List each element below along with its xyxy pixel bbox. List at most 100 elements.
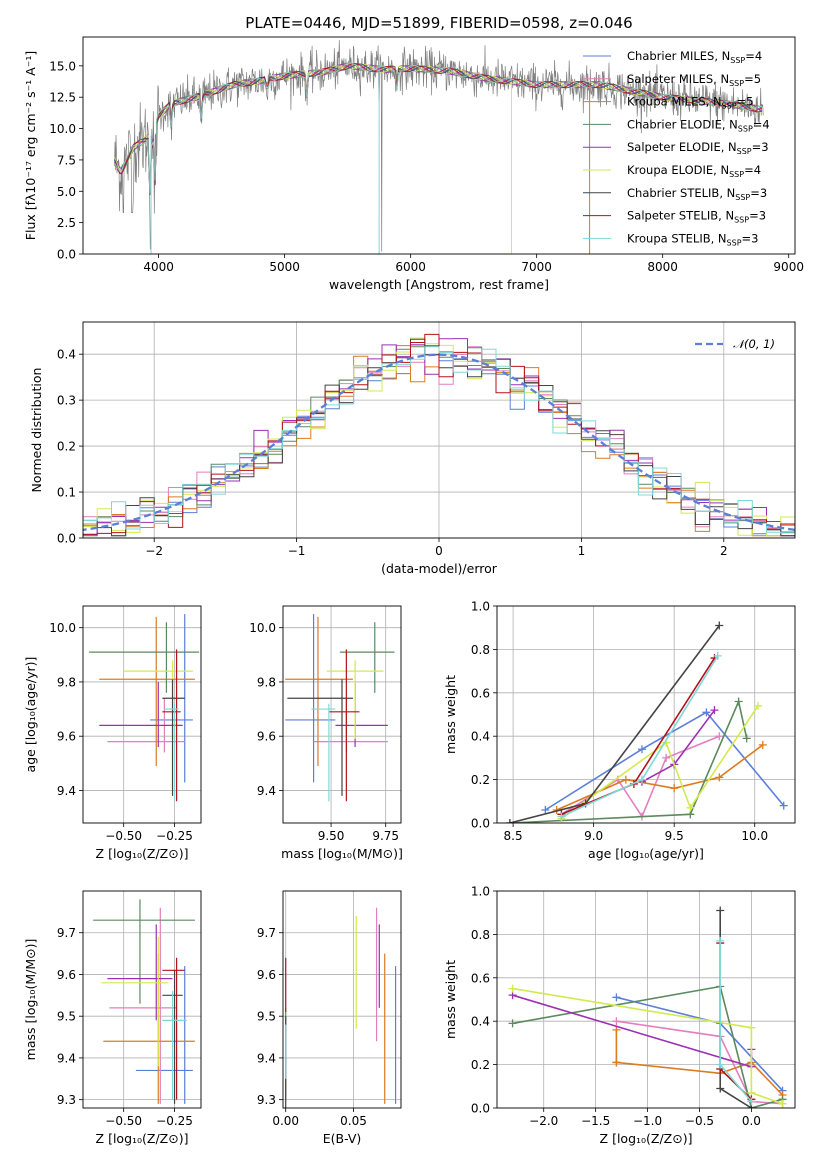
data-point-4 <box>99 681 183 748</box>
axes-frame <box>82 36 796 255</box>
y-tick-label: 0.0 <box>471 1102 490 1116</box>
weight-marker <box>621 775 630 784</box>
legend-label: Salpeter MILES, NSSP=5 <box>627 72 761 88</box>
y-tick-label: 5.0 <box>57 185 76 199</box>
y-tick-label: 12.5 <box>49 91 76 105</box>
y-tick-label: 9.4 <box>257 1051 276 1065</box>
weight-marker <box>637 775 646 784</box>
data-point-7 <box>162 957 185 1100</box>
data-point-2 <box>99 616 195 767</box>
y-tick-label: 0.0 <box>57 532 76 546</box>
x-tick-label: 8000 <box>647 260 678 274</box>
weight-marker <box>716 936 725 945</box>
y-axis-label: mass weight <box>443 960 458 1039</box>
legend-label: Salpeter ELODIE, NSSP=3 <box>627 140 769 156</box>
weight-marker <box>716 906 725 915</box>
weight-marker <box>505 819 514 823</box>
y-axis-label: Flux [fλ10⁻¹⁷ erg cm⁻² s⁻¹ A⁻¹] <box>23 51 38 240</box>
x-axis-label: wavelength [Angstrom, rest frame] <box>329 277 549 292</box>
figure-panels: 4000 5000 6000 7000 8000 90000.02.55.07.510.0… <box>23 14 804 1146</box>
y-axis-label: age [log₁₀(age/yr)] <box>23 657 38 773</box>
x-tick-label: 2 <box>720 544 728 558</box>
x-tick-label: 0 <box>435 544 443 558</box>
y-tick-label: 10.0 <box>249 621 276 635</box>
plot-area <box>283 606 401 823</box>
y-tick-label: 0.6 <box>471 971 490 985</box>
x-axis-label: age [log₁₀(age/yr)] <box>588 846 704 861</box>
weight-marker <box>541 805 550 814</box>
panel-age_vs_Z: −0.50 −0.25 9.4 9.6 9.8 10.0 Z [log₁₀(Z/Z⊙)] ag… <box>23 605 202 861</box>
y-tick-label: 0.2 <box>57 440 76 454</box>
x-tick-label: 0.00 <box>272 1114 299 1128</box>
panel-weight_vs_age: 8.5 9.0 9.5 10.0 0.0 0.2 0.4 0.6 0.8 1.0 age [log₁… <box>443 600 796 861</box>
data-point-7 <box>162 649 181 802</box>
legend-label: Chabrier MILES, NSSP=4 <box>627 49 762 65</box>
plot-area <box>497 606 795 823</box>
weight-marker <box>715 773 724 782</box>
y-tick-label: 0.0 <box>57 248 76 262</box>
y-tick-label: 9.6 <box>257 730 276 744</box>
x-tick-label: −1.5 <box>581 1114 610 1128</box>
weight-marker <box>710 706 719 715</box>
panel-mass_vs_Z: −0.50 −0.25 9.3 9.4 9.5 9.6 9.7 Z [log₁₀(Z/Z⊙)]… <box>23 890 202 1146</box>
x-tick-label: 10.0 <box>741 829 768 843</box>
legend-label: Salpeter STELIB, NSSP=3 <box>627 209 766 225</box>
panel-spectrum: 4000 5000 6000 7000 8000 9000 0.0 2.5 5.0 7.5 10.0… <box>23 14 804 292</box>
model-spectrum-6 <box>114 63 763 194</box>
x-axis-label: Z [log₁₀(Z/Z⊙)] <box>600 1131 693 1146</box>
x-tick-label: −0.50 <box>105 829 142 843</box>
weight-marker <box>779 801 788 810</box>
data-point-1 <box>109 907 177 1104</box>
x-tick-label: 0.05 <box>340 1114 367 1128</box>
weight-line-2 <box>615 1029 784 1096</box>
y-tick-label: 9.5 <box>57 1010 76 1024</box>
weight-marker <box>612 1058 621 1067</box>
y-tick-label: 9.4 <box>257 784 276 798</box>
y-tick-label: 0.8 <box>471 928 490 942</box>
model-spectrum-5 <box>114 64 763 191</box>
plot-area <box>83 606 201 823</box>
y-tick-label: 9.3 <box>257 1093 276 1107</box>
x-tick-label: 8.5 <box>504 829 523 843</box>
weight-marker <box>508 1019 517 1028</box>
x-axis-label: E(B-V) <box>323 1131 362 1146</box>
x-tick-label: 1 <box>578 544 586 558</box>
axes-frame <box>82 321 796 539</box>
y-tick-label: 2.5 <box>57 216 76 230</box>
legend-label: Chabrier STELIB, NSSP=3 <box>627 186 767 202</box>
legend-label: Kroupa STELIB, NSSP=3 <box>627 231 759 247</box>
x-tick-label: −0.25 <box>156 1114 193 1128</box>
y-tick-label: 9.5 <box>257 1010 276 1024</box>
x-tick-label: 9.5 <box>665 829 684 843</box>
weight-marker <box>716 1084 725 1093</box>
y-tick-label: 1.0 <box>471 885 490 899</box>
weight-marker <box>508 984 517 993</box>
chart-title: PLATE=0446, MJD=51899, FIBERID=0598, z=0… <box>245 14 632 32</box>
panel-weight_vs_Z: −2.0 −1.5 −1.0 −0.5 0.0 0.0 0.2 0.4 0.6 0.8 1.0 Z [… <box>443 885 796 1146</box>
weight-line-3 <box>509 698 748 823</box>
x-tick-label: 9.75 <box>372 829 399 843</box>
data-point-6 <box>287 679 353 796</box>
weight-marker <box>612 993 621 1002</box>
weight-marker <box>686 803 695 812</box>
weight-line-5 <box>512 987 783 1105</box>
data-point-7 <box>328 649 360 802</box>
panel-mass_vs_ebv: 0.00 0.05 9.3 9.4 9.5 9.6 9.7 E(B-V) <box>257 890 402 1146</box>
axes-frame <box>82 890 202 1109</box>
weight-line-5 <box>560 705 759 820</box>
model-spectrum-8 <box>114 62 763 194</box>
x-tick-label: −2.0 <box>529 1114 558 1128</box>
histogram-step-8 <box>83 346 795 535</box>
data-point-3 <box>89 622 199 693</box>
y-tick-label: 0.4 <box>57 348 76 362</box>
y-tick-label: 0.4 <box>471 1015 490 1029</box>
weight-marker <box>715 732 724 741</box>
x-tick-label: 9.0 <box>584 829 603 843</box>
axes-frame <box>82 605 202 824</box>
plot-area <box>497 891 795 1108</box>
axes-frame <box>496 890 796 1109</box>
weight-marker <box>670 784 679 793</box>
weight-marker <box>557 812 566 821</box>
x-tick-label: 9.50 <box>318 829 345 843</box>
